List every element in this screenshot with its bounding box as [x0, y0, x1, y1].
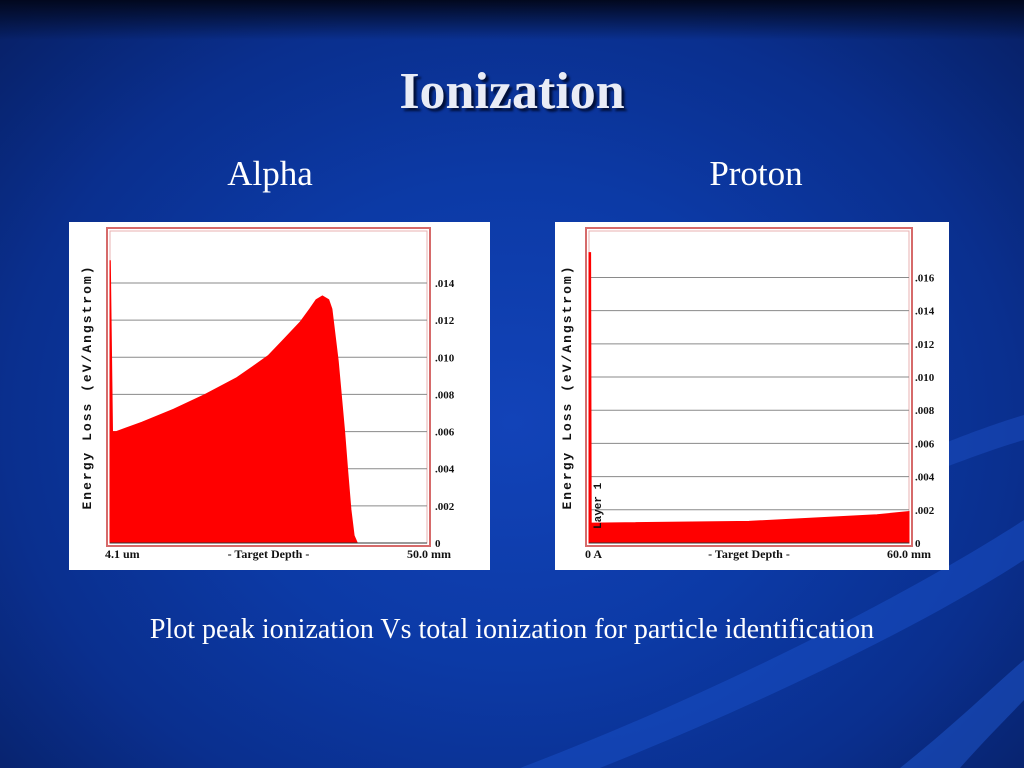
proton-plot-frame [585, 227, 913, 547]
alpha-x-right-label: 50.0 mm [407, 547, 451, 561]
slide-title: Ionization [399, 63, 625, 120]
alpha-plot-frame [106, 227, 431, 547]
alpha-y-tick-label: .012 [435, 315, 455, 327]
proton-y-tick-label: 0 [915, 538, 921, 550]
proton-y-tick-label: .012 [915, 339, 935, 351]
proton-x-axis-label: - Target Depth - [708, 547, 790, 561]
proton-chart: 0 .002 .004 .006 .008 .010 .012 .014 .016 Energy … [560, 227, 935, 561]
proton-y-tick-label: .008 [915, 405, 935, 417]
proton-y-tick-label: .004 [915, 472, 935, 484]
alpha-y-tick-label: 0 [435, 538, 441, 550]
alpha-chart: 0 .002 .004 .006 .008 .010 .012 .014 Energy Loss… [80, 227, 455, 561]
slide-caption: Plot peak ionization Vs total ionization… [149, 614, 875, 645]
proton-y-tick-label: .010 [915, 372, 935, 384]
alpha-y-tick-label: .004 [435, 464, 455, 476]
proton-subtitle: Proton [709, 154, 803, 193]
proton-y-axis-label: Energy Loss (eV/Angstrom) [560, 264, 575, 509]
alpha-y-tick-label: .006 [435, 427, 455, 439]
alpha-y-tick-label: .014 [435, 278, 455, 290]
top-shadow-band [0, 0, 1024, 40]
alpha-y-tick-label: .008 [435, 389, 455, 401]
proton-chart-panel: 0 .002 .004 .006 .008 .010 .012 .014 .016 Energy … [555, 222, 949, 570]
alpha-energy-loss-area [109, 260, 427, 544]
proton-y-tick-label: .014 [915, 306, 935, 318]
alpha-x-axis-label: - Target Depth - [228, 547, 310, 561]
alpha-x-left-label: 4.1 um [105, 547, 140, 561]
proton-y-tick-label: .016 [915, 272, 935, 284]
proton-x-left-label: 0 A [585, 547, 602, 561]
proton-energy-loss-area [588, 252, 910, 544]
alpha-y-tick-label: .010 [435, 352, 455, 364]
proton-layer-label: Layer 1 [593, 482, 605, 529]
proton-y-tick-label: .006 [915, 438, 935, 450]
proton-x-right-label: 60.0 mm [887, 547, 931, 561]
alpha-chart-panel: 0 .002 .004 .006 .008 .010 .012 .014 Energy Loss… [69, 222, 490, 570]
alpha-subtitle: Alpha [227, 154, 313, 193]
alpha-y-tick-label: .002 [435, 501, 455, 513]
alpha-y-axis-label: Energy Loss (eV/Angstrom) [80, 264, 95, 509]
proton-y-tick-label: .002 [915, 505, 935, 517]
